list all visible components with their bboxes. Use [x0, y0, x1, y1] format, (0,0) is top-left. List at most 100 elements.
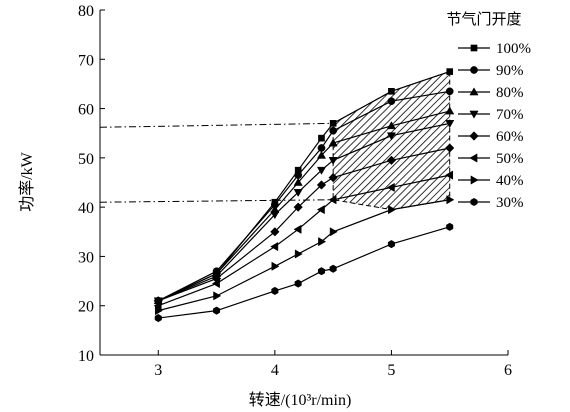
legend-item-100pct: 100%	[458, 41, 531, 57]
data-point	[293, 202, 303, 212]
data-point	[293, 177, 303, 186]
data-point	[387, 240, 395, 249]
data-point	[329, 120, 337, 127]
legend-item-90pct: 90%	[458, 63, 524, 79]
data-point	[294, 279, 302, 288]
legend-label: 80%	[496, 85, 524, 101]
legend: 100% 90% 80% 70% 60% 50% 40% 30%	[458, 41, 531, 211]
data-point	[386, 155, 397, 165]
data-point	[317, 267, 326, 276]
data-point	[154, 306, 163, 316]
data-point	[294, 171, 303, 179]
data-point	[270, 211, 280, 220]
y-tick-label: 30	[78, 249, 94, 266]
data-point	[328, 138, 338, 147]
series-line-60pct	[158, 147, 450, 302]
data-point	[446, 222, 454, 231]
x-tick-label: 4	[271, 362, 279, 379]
data-point	[329, 227, 338, 237]
data-point	[271, 286, 279, 295]
x-tick-label: 6	[504, 362, 512, 379]
data-point	[386, 182, 395, 193]
series-line-100pct	[158, 71, 450, 302]
data-point	[317, 144, 326, 152]
legend-marker	[469, 87, 479, 96]
y-tick-label: 80	[78, 3, 94, 20]
x-axis-label: 转速/(10³r/min)	[249, 391, 352, 409]
y-axis-label: 功率/kW	[18, 151, 36, 211]
y-tick-label: 20	[78, 299, 94, 316]
series-60pct	[153, 143, 455, 306]
data-point	[316, 180, 327, 190]
data-point	[293, 189, 303, 197]
x-tick-label: 3	[154, 362, 162, 379]
legend-marker	[470, 44, 478, 52]
legend-label: 60%	[496, 129, 524, 145]
legend-marker	[470, 197, 478, 207]
series-30pct	[154, 222, 454, 323]
legend-item-80pct: 80%	[458, 85, 524, 101]
legend-label: 30%	[496, 195, 524, 211]
data-point	[211, 278, 220, 289]
data-point	[213, 306, 221, 315]
y-tick-label: 50	[78, 151, 94, 168]
data-point	[329, 126, 337, 135]
data-point	[445, 170, 454, 180]
legend-marker	[470, 175, 479, 185]
data-point	[316, 205, 325, 215]
y-tick-label: 60	[78, 102, 94, 119]
data-point	[386, 132, 397, 141]
data-point	[328, 195, 337, 205]
data-point	[213, 291, 222, 301]
legend-marker	[469, 131, 479, 141]
y-tick-label: 70	[78, 52, 94, 69]
data-point	[316, 166, 327, 175]
data-point	[386, 121, 397, 130]
data-point	[154, 313, 162, 323]
series-line-50pct	[158, 174, 450, 307]
y-tick-label: 10	[78, 348, 94, 365]
data-point	[446, 195, 455, 205]
series-50pct	[153, 170, 454, 311]
legend-item-60pct: 60%	[458, 129, 524, 145]
y-tick-label: 40	[78, 200, 94, 217]
data-point	[446, 68, 454, 75]
data-point	[318, 237, 327, 247]
data-point	[270, 241, 279, 252]
legend-marker	[469, 153, 478, 163]
data-point	[329, 264, 337, 273]
x-tick-label: 5	[387, 362, 395, 379]
data-point	[387, 97, 396, 106]
series-line-70pct	[158, 122, 450, 302]
series-40pct	[154, 195, 455, 316]
data-point	[445, 106, 455, 115]
series-line-80pct	[158, 110, 450, 302]
legend-label: 90%	[496, 63, 524, 79]
data-point	[445, 120, 455, 128]
reference-lines-layer	[99, 122, 334, 203]
series-layer	[153, 68, 455, 323]
reference-line-2	[99, 199, 334, 203]
data-point	[270, 227, 280, 237]
data-point	[293, 224, 302, 234]
legend-label: 70%	[496, 107, 524, 123]
data-point	[445, 143, 455, 153]
series-line-30pct	[158, 226, 450, 319]
data-point	[445, 87, 454, 96]
legend-label: 100%	[496, 41, 531, 57]
data-point	[328, 172, 338, 183]
legend-item-50pct: 50%	[458, 151, 524, 167]
legend-label: 50%	[496, 151, 524, 167]
legend-item-40pct: 40%	[458, 173, 524, 189]
legend-marker	[469, 110, 479, 119]
legend-label: 40%	[496, 173, 524, 189]
data-point	[271, 261, 280, 271]
legend-marker	[470, 66, 478, 74]
data-point	[388, 88, 395, 95]
legend-item-30pct: 30%	[458, 195, 524, 211]
series-line-90pct	[158, 90, 450, 302]
axes-layer: 3 4 5 6 10 20 30 40 50 60 70 80	[78, 3, 512, 379]
reference-line-1	[99, 122, 334, 128]
